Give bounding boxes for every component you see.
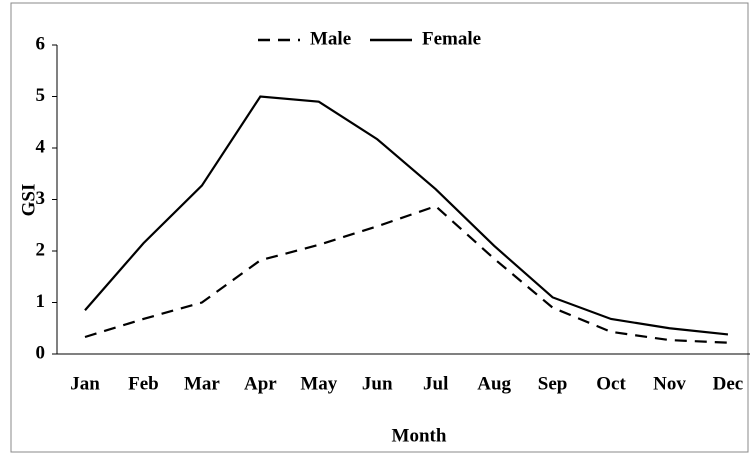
x-tick-label: Aug <box>477 373 511 394</box>
y-tick-label: 5 <box>36 85 46 106</box>
y-axis-label: GSI <box>18 184 39 217</box>
x-tick-label: Feb <box>128 373 159 394</box>
x-tick-label: Oct <box>596 373 626 394</box>
legend-label: Female <box>422 28 481 49</box>
x-tick-label: Jul <box>423 373 448 394</box>
y-tick-label: 1 <box>36 291 46 312</box>
line-series <box>84 204 728 344</box>
x-tick-label: Apr <box>244 373 277 394</box>
x-tick-label: Dec <box>713 373 744 394</box>
line-series <box>84 95 729 336</box>
x-tick-label: Jan <box>70 373 100 394</box>
y-tick-label: 2 <box>36 239 46 260</box>
x-tick-label: Jun <box>362 373 393 394</box>
x-tick-label: Mar <box>184 373 220 394</box>
chart-border <box>10 2 749 453</box>
y-tick-label: 4 <box>36 136 46 157</box>
y-tick-label: 3 <box>36 188 46 209</box>
x-tick-label: Sep <box>538 373 568 394</box>
y-tick-label: 0 <box>36 342 46 363</box>
y-tick-label: 6 <box>36 33 46 54</box>
x-axis-label: Month <box>392 425 447 446</box>
x-tick-label: May <box>300 373 337 394</box>
legend-label: Male <box>310 28 351 49</box>
x-tick-label: Nov <box>653 373 686 394</box>
